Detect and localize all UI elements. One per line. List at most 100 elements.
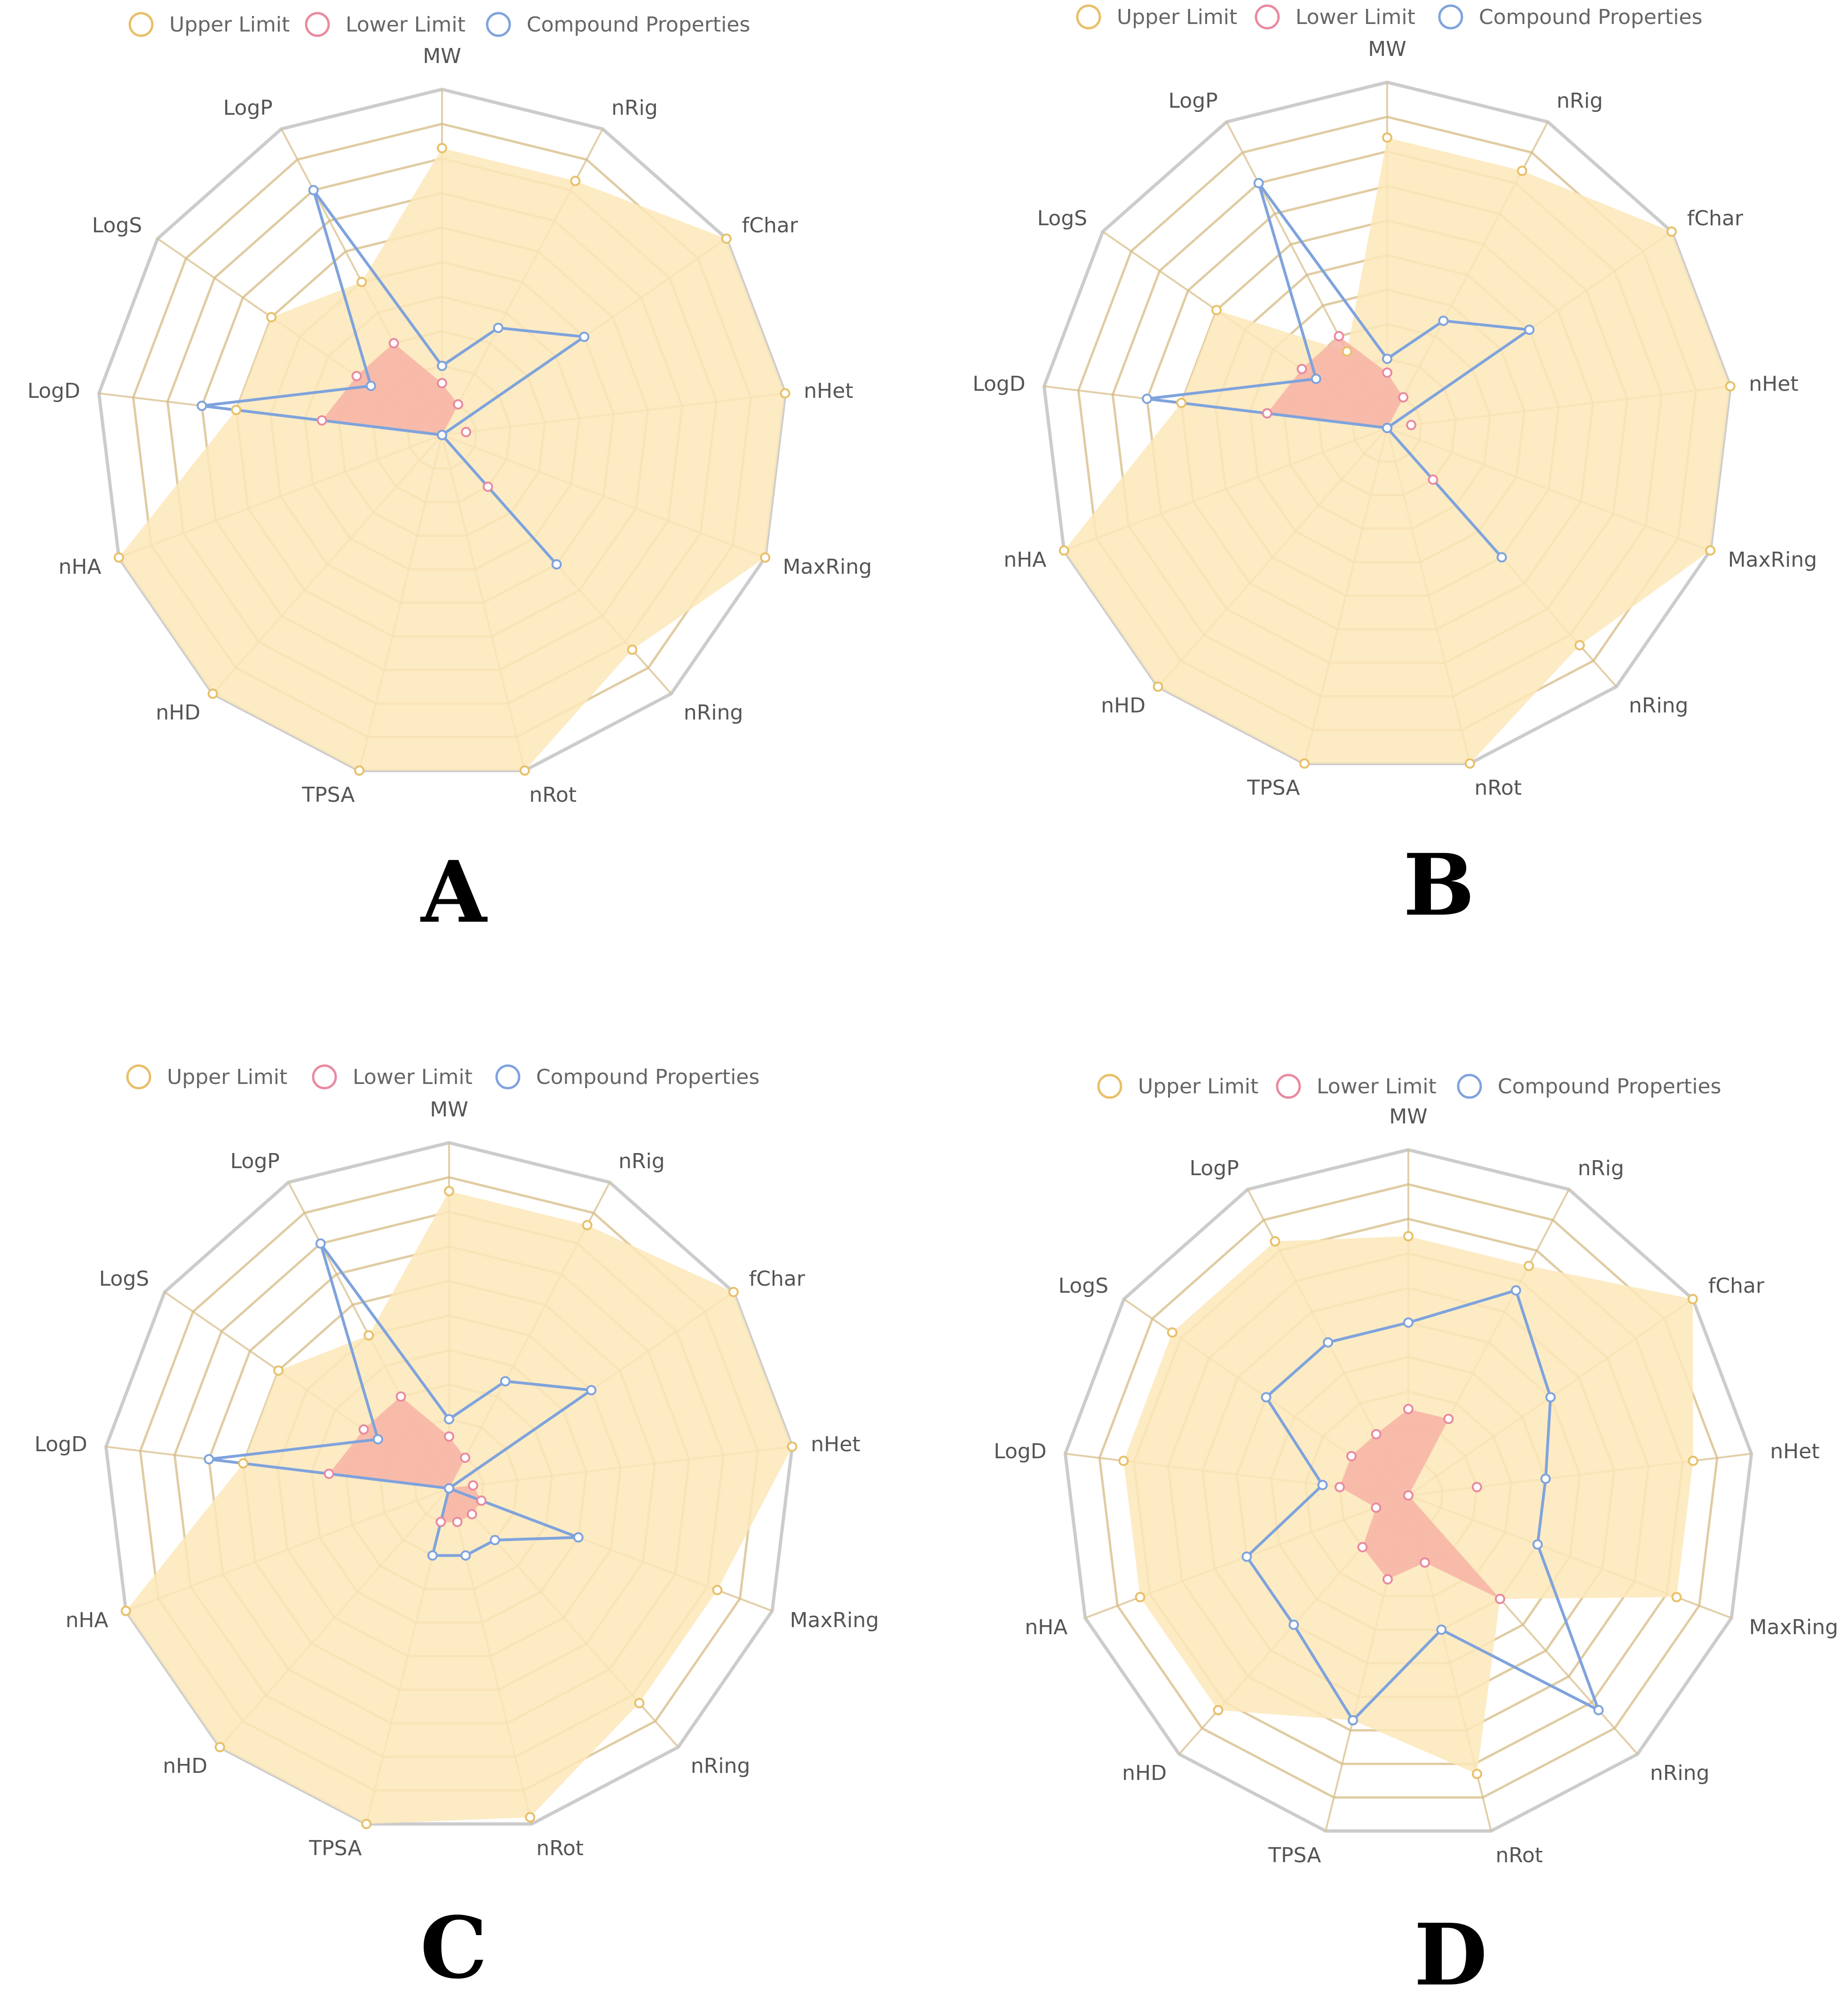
chart-a-upper-point-nrig <box>570 175 581 186</box>
chart-b-axis-label-logd: LogD <box>972 372 1025 396</box>
chart-c-lower-point-mw <box>444 1431 454 1442</box>
chart-d-lower-point-maxring <box>1403 1490 1414 1501</box>
chart-b-panel-letter: B <box>1403 836 1475 935</box>
chart-d-axis-label-nha: nHA <box>1025 1615 1067 1639</box>
chart-c-upper-point-maxring <box>712 1585 723 1596</box>
chart-c-compound-point-nrot <box>460 1550 471 1561</box>
chart-d-compound-point-nhd <box>1288 1620 1299 1630</box>
chart-d-series-compound <box>1245 1289 1600 1722</box>
chart-d-lower-point-logd <box>1335 1482 1345 1493</box>
chart-b-axis-label-nhet: nHet <box>1749 372 1798 396</box>
chart-a-compound-point-nring <box>551 559 562 570</box>
chart-b-axis-label-logp: LogP <box>1169 89 1218 113</box>
chart-a-axis-label-nrot: nRot <box>529 783 577 807</box>
chart-a-lower-point-logs <box>351 371 362 381</box>
chart-b-axis-label-nha: nHA <box>1003 548 1046 572</box>
chart-d-grid-ring-10 <box>1063 1148 1753 1833</box>
chart-c-legend-compound-marker <box>495 1064 521 1090</box>
chart-b-axis-label-nrot: nRot <box>1475 776 1522 800</box>
chart-d-compound-point-logp <box>1323 1337 1334 1348</box>
chart-a-axis-label-logd: LogD <box>27 379 80 403</box>
chart-b-compound-point-logd <box>1142 394 1153 404</box>
chart-d-upper-point-nhd <box>1213 1705 1224 1715</box>
chart-a-lower-point-nrig <box>453 399 464 410</box>
chart-c-compound-point-nha <box>444 1483 454 1494</box>
chart-b-legend-lower-marker <box>1255 4 1280 30</box>
chart-c-axis-label-nrig: nRig <box>618 1149 665 1173</box>
chart-d-series-lower <box>1340 1409 1500 1599</box>
chart-b-upper-point-fchar <box>1666 226 1677 237</box>
chart-a-lower-point-nring <box>482 482 493 492</box>
chart-b-axis-label-nrig: nRig <box>1556 89 1603 113</box>
chart-b-compound-point-nha <box>1382 423 1392 433</box>
chart-a-compound-point-nha <box>437 430 447 440</box>
chart-a-axis-label-fchar: fChar <box>742 213 798 237</box>
chart-b-axis-label-maxring: MaxRing <box>1728 548 1817 572</box>
chart-d-legend-upper-label: Upper Limit <box>1138 1075 1258 1099</box>
chart-b-series-upper <box>1064 137 1730 764</box>
chart-a-panel-letter: A <box>420 843 488 942</box>
chart-c-upper-point-nhd <box>214 1742 225 1753</box>
chart-a-legend-lower-label: Lower Limit <box>346 13 466 37</box>
chart-c-axis-label-maxring: MaxRing <box>790 1608 879 1632</box>
chart-a-upper-point-fchar <box>721 233 732 244</box>
chart-c-compound-point-tpsa <box>427 1550 438 1561</box>
chart-c-legend-upper-label: Upper Limit <box>167 1065 287 1089</box>
chart-b-upper-point-nhd <box>1153 681 1163 692</box>
chart-c-axis-label-tpsa: TPSA <box>308 1836 362 1860</box>
chart-a-axis-label-tpsa: TPSA <box>301 783 355 807</box>
chart-a-lower-point-logd <box>316 415 327 426</box>
chart-b-legend-lower-label: Lower Limit <box>1295 5 1415 29</box>
chart-a-series-lower <box>322 343 488 487</box>
chart-b-compound-point-mw <box>1382 354 1392 364</box>
chart-a-upper-point-mw <box>437 143 447 153</box>
chart-b-upper-point-logs <box>1211 305 1222 316</box>
chart-a-series-upper <box>118 148 785 771</box>
chart-b: Upper Limit Lower Limit Compound Propertie… <box>972 4 1817 935</box>
chart-a-upper-point-nhet <box>780 388 790 399</box>
chart-b-legend-compound-label: Compound Properties <box>1479 5 1702 29</box>
chart-d: Upper Limit Lower Limit Compound Propertie… <box>994 1074 1838 2005</box>
chart-a-upper-point-nhd <box>207 688 218 699</box>
chart-b-legend-compound-marker <box>1438 4 1463 30</box>
chart-c-compound-point-maxring <box>573 1532 584 1543</box>
chart-b-upper-point-logp <box>1342 346 1352 357</box>
chart-d-axis-label-logd: LogD <box>994 1439 1046 1463</box>
chart-d-upper-point-nrot <box>1472 1769 1482 1779</box>
chart-b-lower-point-nhet <box>1406 419 1417 430</box>
chart-d-lower-point-nha <box>1371 1502 1382 1513</box>
chart-d-legend-compound-marker <box>1457 1074 1482 1099</box>
chart-d-legend-upper-marker <box>1097 1074 1122 1099</box>
chart-d-axis-label-tpsa: TPSA <box>1268 1843 1321 1867</box>
chart-a: Upper Limit Lower Limit Compound Propertie… <box>27 12 872 942</box>
chart-c-upper-point-logs <box>273 1365 284 1376</box>
chart-d-axis-label-nrig: nRig <box>1578 1156 1624 1180</box>
chart-c-legend-upper-marker <box>126 1064 151 1090</box>
chart-b-axis-label-fchar: fChar <box>1687 206 1744 230</box>
chart-b-upper-point-tpsa <box>1299 758 1310 769</box>
chart-a-legend-upper-marker <box>128 12 154 37</box>
chart-b-lower-point-nrig <box>1398 392 1409 403</box>
chart-d-compound-point-logs <box>1261 1392 1271 1403</box>
chart-c-compound-point-logd <box>204 1454 214 1464</box>
chart-b-lower-point-mw <box>1382 367 1392 378</box>
chart-b-lower-point-logp <box>1334 331 1344 341</box>
chart-a-upper-point-tpsa <box>354 765 365 776</box>
chart-c: Upper Limit Lower Limit Compound Propertie… <box>34 1064 879 1998</box>
chart-b-axis-label-mw: MW <box>1368 37 1406 61</box>
chart-b-lower-point-logd <box>1262 408 1272 419</box>
chart-c-lower-point-logs <box>358 1424 369 1435</box>
chart-d-axis-label-mw: MW <box>1389 1105 1427 1129</box>
chart-d-upper-point-maxring <box>1671 1592 1682 1603</box>
chart-d-axis-label-logs: LogS <box>1058 1274 1109 1298</box>
chart-c-compound-point-logp <box>315 1238 326 1249</box>
chart-d-lower-point-nring <box>1495 1594 1505 1605</box>
chart-b-axis-label-logs: LogS <box>1037 206 1088 230</box>
chart-a-axis-label-maxring: MaxRing <box>783 555 872 579</box>
chart-d-compound-point-fchar <box>1545 1392 1556 1403</box>
chart-b-compound-point-nring <box>1496 552 1507 563</box>
chart-a-legend-lower-marker <box>305 12 330 37</box>
chart-d-lower-point-nrot <box>1420 1557 1430 1568</box>
chart-c-upper-point-nrig <box>582 1220 592 1231</box>
chart-c-lower-point-nring <box>466 1509 477 1519</box>
